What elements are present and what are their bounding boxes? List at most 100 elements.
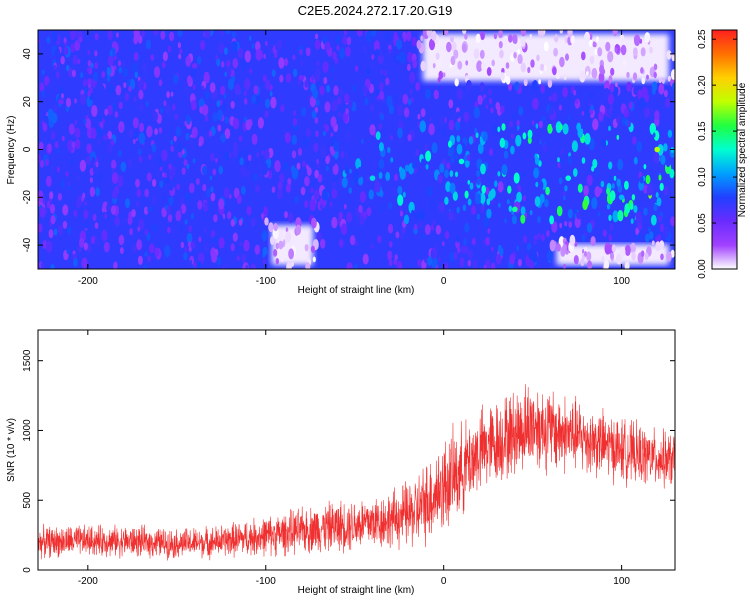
- spectrogram-cell: [316, 60, 320, 66]
- colorbar: 0.00 0.05 0.10 0.15 0.20 0.25 Normalized spec…: [697, 29, 748, 279]
- spectrogram-cell: [317, 231, 322, 241]
- spectrogram-cell: [283, 161, 288, 171]
- spectrogram-cell: [107, 143, 113, 154]
- spectrogram-cell: [538, 120, 543, 129]
- spectrogram-cell: [296, 162, 301, 170]
- spectrogram-cell: [325, 41, 331, 50]
- spectrogram-cell: [427, 256, 433, 266]
- spectrogram-cell: [370, 30, 377, 37]
- spectrogram-cell: [154, 247, 160, 257]
- spectrogram-cell: [293, 110, 296, 116]
- spectrogram-cell: [380, 69, 384, 75]
- spectrogram-cell: [145, 101, 149, 107]
- spectrogram-cell: [326, 85, 331, 93]
- spectrogram-cell: [599, 187, 603, 194]
- spectrogram-peak-cell: [654, 146, 661, 153]
- spectrogram-cell: [644, 107, 650, 118]
- spectrogram-cell: [104, 213, 107, 219]
- spectrogram-cell: [611, 183, 615, 190]
- spectrogram-cell: [251, 133, 258, 145]
- spectrogram-cell: [501, 123, 506, 131]
- spectrogram-cell: [385, 171, 391, 181]
- spectrogram-cell: [640, 47, 646, 57]
- x-tick-label: 0: [441, 276, 447, 287]
- spectrogram-cell: [304, 244, 309, 252]
- spectrogram-cell: [658, 77, 662, 84]
- spectrogram-cell: [143, 206, 149, 215]
- spectrogram-cell: [120, 161, 127, 172]
- spectrogram-cell: [313, 142, 319, 153]
- spectrogram-cell: [404, 209, 408, 215]
- spectrogram-cell: [574, 241, 578, 247]
- spectrogram-cell: [475, 193, 481, 205]
- spectrogram-cell: [428, 38, 436, 51]
- spectrogram-cell: [586, 71, 589, 76]
- spectrogram-cell: [314, 117, 319, 124]
- spectrogram-cell: [577, 112, 581, 120]
- spectrogram-cell: [670, 69, 675, 80]
- spectrogram-cell: [134, 71, 139, 79]
- spectrogram-cell: [464, 190, 469, 199]
- spectrogram-cell: [203, 71, 210, 84]
- spectrogram-cell: [132, 244, 138, 254]
- spectrogram-cell: [653, 151, 660, 164]
- spectrogram-cell: [232, 232, 238, 242]
- spectrogram-cell: [305, 262, 311, 269]
- spectrogram-cell: [480, 131, 485, 138]
- spectrogram-cell: [433, 89, 439, 100]
- spectrogram-cell: [83, 242, 88, 251]
- spectrogram-cell: [183, 252, 188, 261]
- spectrogram-cell: [420, 60, 427, 72]
- spectrogram-cell: [544, 198, 549, 208]
- spectrogram-cell: [582, 249, 585, 254]
- spectrogram-cell: [295, 224, 302, 236]
- spectrogram-cell: [79, 237, 85, 248]
- spectrogram-cell: [95, 239, 100, 249]
- spectrogram-cell: [49, 204, 56, 214]
- spectrogram-cell: [251, 94, 257, 105]
- spectrogram-cell: [333, 141, 340, 152]
- spectrogram-cell: [606, 204, 610, 210]
- spectrogram-cell: [444, 208, 450, 220]
- spectrogram-cell: [509, 254, 515, 265]
- spectrogram-cell: [378, 158, 385, 170]
- spectrogram-cell: [342, 35, 348, 45]
- spectrogram-cell: [213, 214, 218, 223]
- spectrogram-cell: [292, 54, 296, 61]
- spectrogram-cell: [497, 181, 504, 193]
- spectrogram-cell: [47, 143, 52, 153]
- spectrogram-cell: [420, 35, 424, 42]
- spectrogram-cell: [87, 50, 91, 55]
- spectrogram-cell: [188, 225, 193, 233]
- spectrogram-cell: [600, 180, 605, 188]
- spectrogram-cell: [192, 84, 196, 90]
- spectrogram-cell: [520, 206, 526, 216]
- spectrogram-cell: [126, 78, 131, 87]
- spectrogram-cell: [203, 228, 207, 233]
- spectrogram-cell: [520, 37, 526, 47]
- spectrogram-cell: [594, 186, 601, 198]
- spectrogram-cell: [352, 170, 360, 183]
- spectrogram-cell: [388, 116, 392, 123]
- spectrogram-cell: [183, 85, 189, 94]
- spectrogram-cell: [186, 163, 190, 169]
- x-tick-label: -100: [256, 276, 276, 287]
- spectrogram-cell: [221, 102, 227, 112]
- spectrogram-cell: [127, 216, 133, 226]
- spectrogram-cell: [192, 158, 196, 164]
- spectrogram-cell: [453, 49, 459, 59]
- spectrogram-cell: [570, 35, 575, 45]
- spectrogram-cell: [87, 90, 91, 97]
- spectrogram-cell: [486, 198, 491, 206]
- spectrogram-cell: [444, 231, 450, 240]
- spectrogram-cell: [181, 167, 186, 176]
- spectrogram-cell: [193, 262, 196, 268]
- spectrogram-cell: [57, 225, 63, 234]
- spectrogram-cell: [512, 112, 518, 121]
- spectrogram-cell: [419, 120, 426, 133]
- spectrogram-cell: [164, 104, 171, 116]
- spectrogram-cell: [302, 135, 309, 148]
- spectrogram-cell: [180, 203, 187, 214]
- spectrogram-cell: [304, 176, 310, 187]
- spectrogram-cell: [509, 120, 513, 128]
